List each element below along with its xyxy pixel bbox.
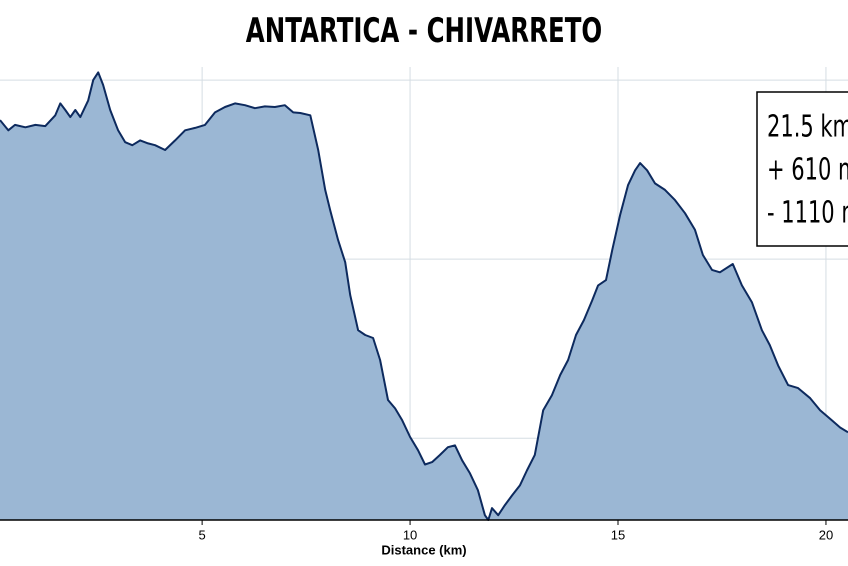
x-tick-label: 20 bbox=[819, 527, 833, 542]
x-tick-label: 15 bbox=[611, 527, 625, 542]
x-tick-label: 5 bbox=[199, 527, 206, 542]
stat-text: + 610 m bbox=[767, 153, 848, 188]
stat-text: - 1110 m bbox=[767, 196, 848, 231]
line bbox=[0, 71, 848, 521]
x-axis-label: Distance (km) bbox=[381, 542, 466, 557]
area bbox=[0, 72, 848, 521]
stat-text: 21.5 km bbox=[767, 110, 848, 145]
x-tick-label: 10 bbox=[403, 527, 417, 542]
stat-group: 21.5 km bbox=[767, 110, 848, 145]
stat-group: - 1110 m bbox=[767, 196, 848, 231]
stats-box bbox=[756, 91, 848, 247]
stat-group: + 610 m bbox=[767, 153, 848, 188]
chart-title: ANTARTICA - CHIVARRETO bbox=[246, 11, 602, 50]
